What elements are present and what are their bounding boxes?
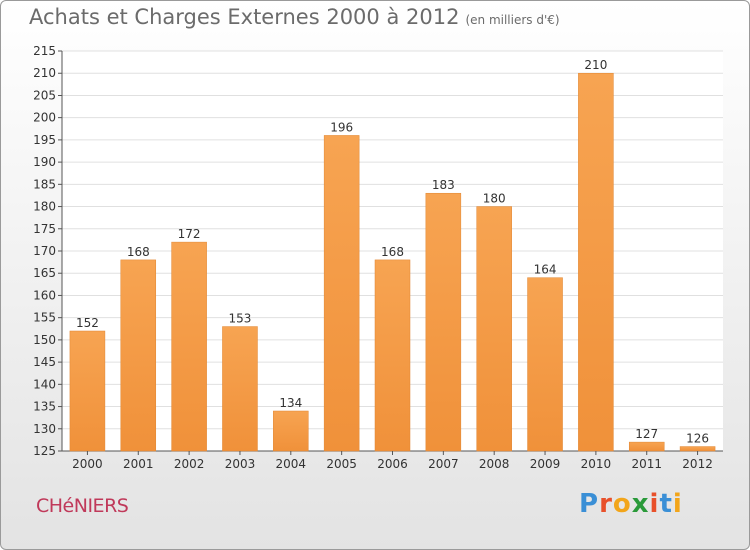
bar-value-label: 168 (381, 245, 404, 259)
y-tick-label: 125 (33, 444, 56, 458)
x-tick-label: 2008 (479, 457, 510, 471)
bar-value-label: 168 (127, 245, 150, 259)
y-tick-label: 150 (33, 333, 56, 347)
chart-title: Achats et Charges Externes 2000 à 2012 (e… (29, 5, 560, 29)
y-tick-label: 155 (33, 311, 56, 325)
x-tick-label: 2002 (174, 457, 205, 471)
y-tick-label: 210 (33, 66, 56, 80)
bar-value-label: 183 (432, 178, 455, 192)
y-tick-label: 205 (33, 88, 56, 102)
y-tick-label: 185 (33, 177, 56, 191)
commune-name: CHéNIERS (36, 495, 129, 517)
x-tick-label: 2007 (428, 457, 459, 471)
bar-value-label: 152 (76, 316, 99, 330)
bar-value-label: 126 (686, 432, 709, 446)
x-tick-label: 2009 (530, 457, 561, 471)
y-tick-label: 145 (33, 355, 56, 369)
y-tick-label: 140 (33, 377, 56, 391)
logo-letter: x (631, 489, 650, 519)
bar (222, 326, 258, 452)
x-tick-label: 2005 (326, 457, 357, 471)
bar (374, 259, 411, 452)
bar (425, 192, 462, 452)
chart-subtitle: (en milliers d'€) (465, 13, 560, 27)
bar (578, 72, 614, 452)
logo-letter: P (579, 489, 600, 519)
y-tick-label: 190 (33, 155, 56, 169)
logo-letter: i (672, 489, 683, 519)
bar-value-label: 127 (635, 427, 658, 441)
x-tick-label: 2011 (631, 457, 662, 471)
y-tick-label: 200 (33, 111, 56, 125)
bar (679, 446, 716, 452)
bar-value-label: 164 (534, 263, 557, 277)
y-tick-label: 180 (33, 200, 56, 214)
y-tick-label: 165 (33, 266, 56, 280)
bar (476, 206, 512, 452)
bar-value-label: 153 (229, 312, 252, 326)
x-tick-label: 2006 (377, 457, 408, 471)
y-tick-label: 195 (33, 133, 56, 147)
bar (323, 135, 360, 452)
bar (171, 241, 207, 452)
logo-letter: t (659, 489, 673, 519)
bar (527, 277, 563, 452)
bar (628, 441, 665, 452)
bar-value-label: 210 (584, 58, 607, 72)
y-tick-label: 170 (33, 244, 56, 258)
proxiti-logo[interactable]: Proxiti (579, 489, 683, 519)
x-tick-label: 2003 (225, 457, 256, 471)
x-tick-label: 2001 (123, 457, 154, 471)
bar (69, 330, 106, 452)
y-tick-label: 135 (33, 400, 56, 414)
bar-value-label: 180 (483, 192, 506, 206)
x-tick-label: 2004 (276, 457, 307, 471)
bar (120, 259, 157, 452)
bar (273, 410, 309, 452)
x-tick-label: 2000 (72, 457, 103, 471)
y-tick-label: 215 (33, 44, 56, 58)
y-tick-label: 175 (33, 222, 56, 236)
y-tick-label: 160 (33, 288, 56, 302)
x-tick-label: 2012 (682, 457, 713, 471)
bar-value-label: 134 (279, 396, 302, 410)
y-tick-label: 130 (33, 422, 56, 436)
bar-value-label: 172 (178, 227, 201, 241)
x-tick-label: 2010 (581, 457, 612, 471)
chart-title-text: Achats et Charges Externes 2000 à 2012 (29, 5, 460, 29)
logo-letter: i (649, 489, 660, 519)
logo-letter: o (612, 489, 632, 519)
logo-letter: r (599, 489, 613, 519)
bar-value-label: 196 (330, 120, 353, 134)
